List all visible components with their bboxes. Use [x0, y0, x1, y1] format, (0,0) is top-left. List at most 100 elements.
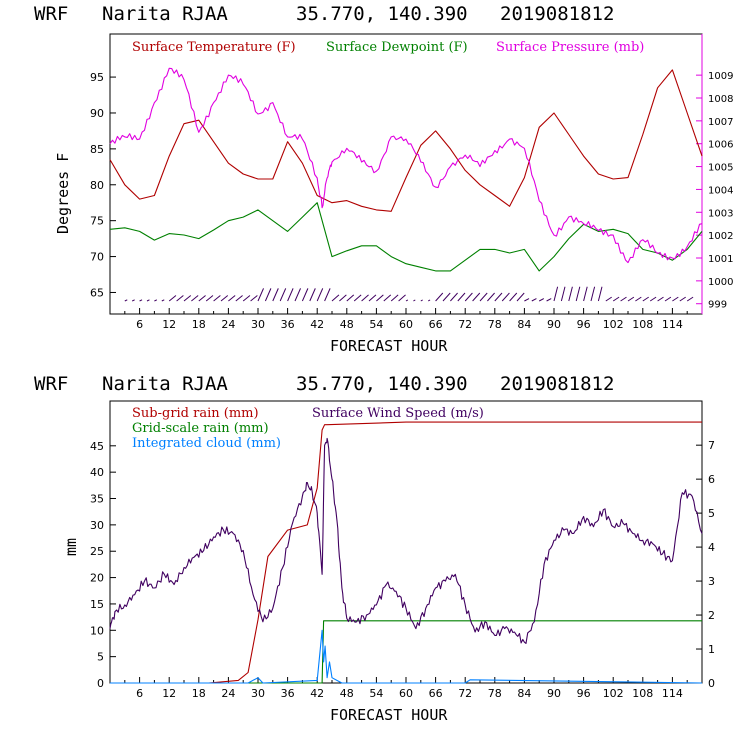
- top-x-axis-label: FORECAST HOUR: [330, 337, 448, 355]
- wind-barb: [605, 296, 612, 302]
- wind-barb: [272, 288, 279, 302]
- x-tick-label: 30: [251, 318, 265, 331]
- y2-tick-label: 1: [708, 643, 715, 656]
- wind-barb: [176, 295, 184, 302]
- wind-barb: [250, 295, 258, 302]
- wind-barb: [509, 292, 518, 302]
- bottom-legend: Sub-grid rain (mm) Surface Wind Speed (m…: [132, 406, 484, 451]
- y-tick-label: 70: [90, 251, 104, 264]
- top-panel-header: WRF Narita RJAA 35.770, 140.390 20190818…: [34, 3, 614, 25]
- x-tick-label: 30: [251, 687, 265, 700]
- wind-barb: [309, 288, 316, 302]
- wind-barb: [235, 295, 243, 302]
- wind-barb: [487, 292, 495, 302]
- y-tick-label: 15: [90, 598, 104, 611]
- y-tick-label: 20: [90, 572, 104, 585]
- y-tick-label: 95: [90, 71, 104, 84]
- wind-barb: [279, 288, 287, 302]
- series-line-subgrid: [110, 421, 702, 684]
- x-tick-label: 84: [517, 687, 531, 700]
- wind-barb: [649, 296, 657, 302]
- x-tick-label: 78: [488, 687, 502, 700]
- y2-tick-label: 1006: [708, 140, 733, 151]
- wind-barb: [220, 295, 229, 302]
- wind-barb: [131, 299, 135, 302]
- wind-barb: [146, 299, 150, 302]
- bottom-x-axis-label: FORECAST HOUR: [330, 706, 448, 724]
- wind-barb: [420, 299, 423, 302]
- y-tick-label: 30: [90, 519, 104, 532]
- x-tick-label: 102: [603, 687, 624, 700]
- wind-barb: [612, 296, 620, 302]
- y2-tick-label: 7: [708, 439, 715, 452]
- x-tick-label: 18: [192, 687, 206, 700]
- y2-tick-label: 3: [708, 575, 715, 588]
- y-tick-label: 25: [90, 545, 104, 558]
- y-tick-label: 80: [90, 179, 104, 192]
- x-tick-label: 114: [662, 318, 683, 331]
- wind-barb: [183, 295, 192, 302]
- x-tick-label: 36: [281, 318, 295, 331]
- wind-barb: [531, 298, 537, 302]
- wind-barb: [413, 299, 416, 302]
- legend-integrated-cloud: Integrated cloud (mm): [132, 436, 281, 451]
- x-tick-label: 18: [192, 318, 206, 331]
- wind-barb: [264, 288, 272, 302]
- wind-barb: [672, 296, 679, 302]
- y2-tick-label: 4: [708, 541, 715, 554]
- bottom-x-ticks: 6 12 18 24 30 36 42 48 54 60 66 72 78 84 90 96 102 108 114: [124, 677, 688, 700]
- x-tick-label: 96: [577, 687, 591, 700]
- bottom-model-label: WRF: [34, 373, 68, 395]
- wind-barb: [450, 292, 458, 302]
- top-series-lines: [109, 67, 703, 272]
- bottom-init-label: 2019081812: [500, 373, 614, 395]
- x-tick-label: 48: [340, 687, 354, 700]
- wind-barb: [257, 288, 264, 302]
- x-tick-label: 6: [136, 687, 143, 700]
- wind-barb: [568, 286, 573, 302]
- y-tick-label: 90: [90, 107, 104, 120]
- wind-barb: [635, 296, 642, 302]
- series-line-dew: [109, 202, 703, 272]
- x-tick-label: 54: [369, 687, 383, 700]
- top-plot-area: 6 12 18 24 30 36 42 48 54 60 66 72 78 84 90 96 102 108 114…: [90, 33, 733, 331]
- x-tick-label: 90: [547, 318, 561, 331]
- y2-tick-label: 1000: [708, 277, 733, 288]
- bottom-panel-header: WRF Narita RJAA 35.770, 140.390 20190818…: [34, 373, 614, 395]
- y-tick-label: 85: [90, 143, 104, 156]
- wind-barb: [583, 286, 588, 302]
- wind-barb: [560, 286, 566, 302]
- wind-barb: [553, 286, 559, 302]
- wind-barb: [464, 292, 473, 302]
- x-tick-label: 36: [281, 687, 295, 700]
- wind-barb: [546, 298, 552, 302]
- x-tick-label: 72: [458, 687, 472, 700]
- legend-subgrid-rain: Sub-grid rain (mm): [132, 406, 259, 421]
- top-x-ticks: 6 12 18 24 30 36 42 48 54 60 66 72 78 84 90 96 102 108 114: [124, 308, 688, 331]
- y2-tick-label: 1009: [708, 71, 733, 82]
- wind-barb: [191, 295, 199, 302]
- x-tick-label: 24: [221, 318, 235, 331]
- wind-barb: [472, 292, 481, 302]
- x-tick-label: 108: [632, 318, 653, 331]
- y-tick-label: 75: [90, 215, 104, 228]
- wind-barb: [339, 294, 347, 302]
- bottom-station-label: Narita RJAA: [102, 373, 228, 395]
- bottom-y2-ticks: 0 1 2 3 4 5 6 7: [696, 439, 715, 690]
- wind-barb: [679, 296, 686, 302]
- wind-barb: [205, 295, 214, 302]
- legend-surface-wind-speed: Surface Wind Speed (m/s): [312, 406, 484, 421]
- wind-barb: [316, 288, 324, 302]
- top-station-label: Narita RJAA: [102, 3, 228, 25]
- wind-barb: [301, 288, 309, 302]
- top-init-label: 2019081812: [500, 3, 614, 25]
- wind-barb: [575, 286, 581, 302]
- wind-barb: [324, 288, 331, 302]
- x-tick-label: 60: [399, 687, 413, 700]
- x-tick-label: 90: [547, 687, 561, 700]
- wind-barb: [524, 298, 530, 302]
- wind-barb: [590, 286, 596, 302]
- wind-barb: [368, 294, 377, 302]
- wind-barb: [294, 288, 301, 302]
